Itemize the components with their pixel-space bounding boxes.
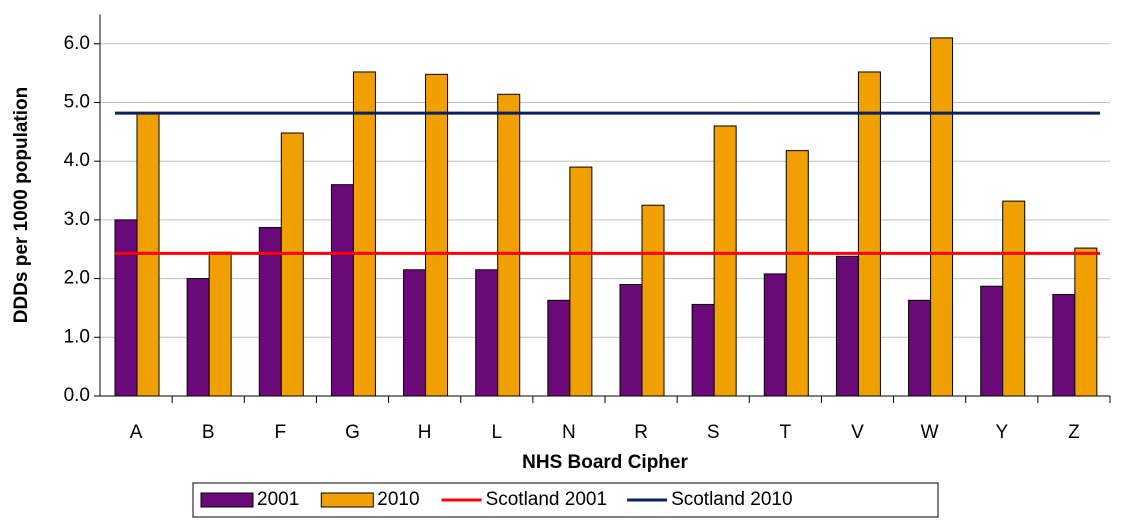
bar: [785, 150, 809, 397]
legend-label: 2001: [257, 489, 299, 510]
x-tick-label: N: [562, 422, 576, 443]
bar: [691, 303, 715, 397]
y-axis-title: DDDs per 1000 population: [11, 87, 32, 324]
legend-swatch: [320, 492, 374, 508]
x-tick-label: B: [202, 422, 215, 443]
bar: [114, 219, 138, 397]
bar: [930, 37, 954, 397]
bar: [569, 166, 593, 397]
y-tick-label: 0.0: [64, 385, 90, 406]
x-axis-title: NHS Board Cipher: [522, 452, 688, 473]
x-tick-label: H: [418, 422, 432, 443]
x-tick-label: V: [851, 422, 864, 443]
bar: [547, 299, 571, 397]
y-tick-label: 5.0: [64, 92, 90, 113]
legend-label: Scotland 2010: [671, 489, 793, 510]
bar: [330, 184, 354, 397]
x-tick-label: T: [780, 422, 792, 443]
legend-label: 2010: [377, 489, 419, 510]
bar: [908, 299, 932, 397]
x-tick-label: S: [707, 422, 720, 443]
bar: [352, 71, 376, 397]
y-tick-label: 6.0: [64, 33, 90, 54]
bar: [857, 71, 881, 397]
y-tick-label: 2.0: [64, 268, 90, 289]
bar: [1074, 247, 1098, 397]
y-tick-label: 3.0: [64, 209, 90, 230]
x-tick-label: A: [130, 422, 143, 443]
x-tick-label: R: [634, 422, 648, 443]
bar: [1052, 293, 1076, 397]
legend-swatch: [200, 492, 254, 508]
bar: [980, 285, 1004, 397]
bar: [208, 251, 232, 397]
bar: [425, 73, 449, 397]
bar: [713, 125, 737, 397]
bar: [1002, 200, 1026, 397]
bar: [763, 273, 787, 397]
bar: [186, 278, 210, 397]
x-tick-label: L: [491, 422, 502, 443]
bar: [619, 283, 643, 397]
legend-label: Scotland 2001: [486, 489, 608, 510]
x-tick-label: G: [345, 422, 360, 443]
x-tick-label: F: [275, 422, 287, 443]
bar: [475, 269, 499, 397]
bar: [497, 93, 521, 397]
y-tick-label: 4.0: [64, 150, 90, 171]
x-tick-label: Z: [1068, 422, 1080, 443]
bar: [403, 269, 427, 397]
bar: [835, 255, 859, 397]
bar: [280, 132, 304, 397]
y-tick-label: 1.0: [64, 326, 90, 347]
x-tick-label: Y: [995, 422, 1008, 443]
x-tick-label: W: [921, 422, 939, 443]
legend-box: [192, 482, 939, 518]
bar: [641, 204, 665, 397]
